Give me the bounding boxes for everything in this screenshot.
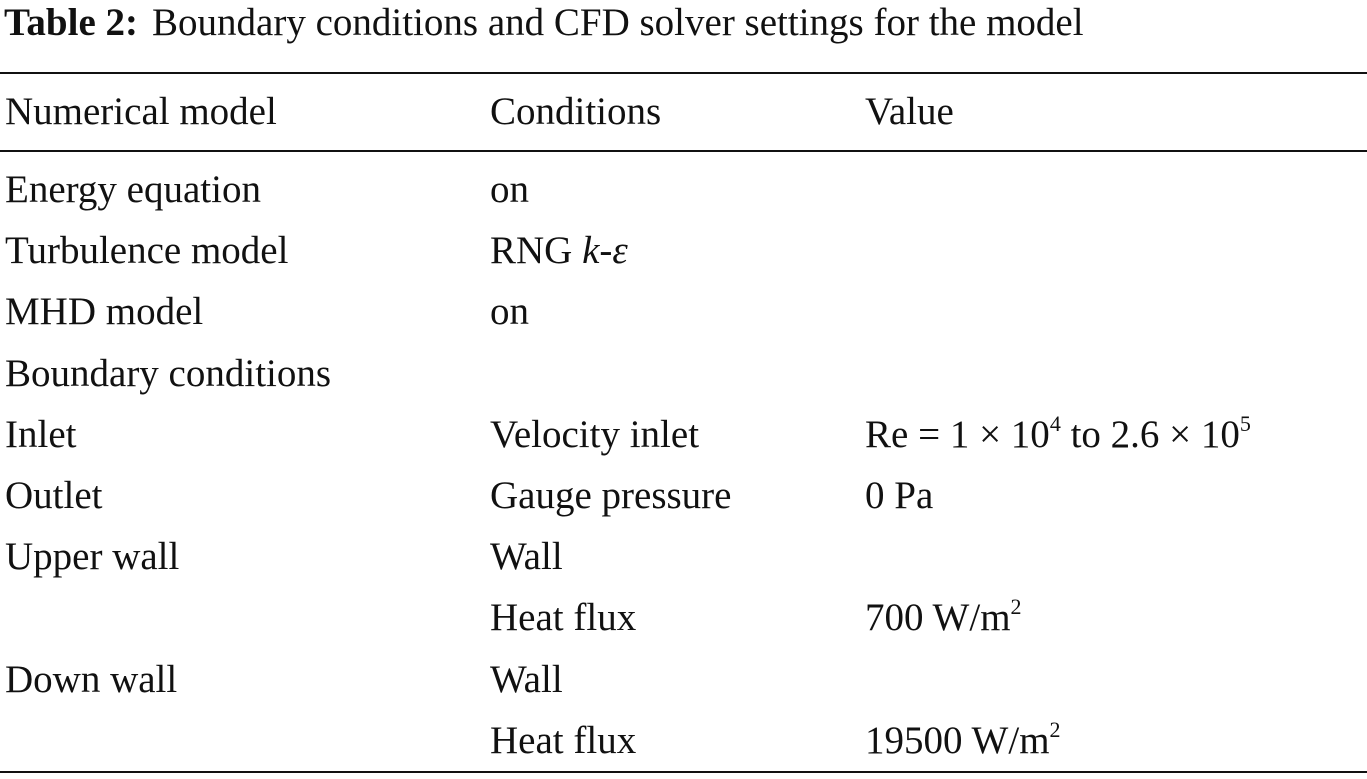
table-cell: MHD model — [5, 290, 204, 334]
header-row: Numerical model Conditions Value — [0, 90, 1367, 134]
table-cell: Value — [865, 90, 954, 133]
cell-text-run: ε — [612, 229, 628, 273]
table-row: Down wall Wall — [0, 658, 1367, 702]
table-title: Boundary conditions and CFD solver setti… — [152, 1, 1084, 44]
table-cell: Outlet — [5, 474, 103, 517]
table-cell: Gauge pressure — [490, 474, 732, 517]
table-cell: RNG k-ε — [490, 229, 628, 273]
table-cell: on — [490, 290, 529, 334]
table-row: MHD model on — [0, 290, 1367, 334]
cell-text-run: - — [599, 229, 613, 273]
table-cell: 19500 W/m2 — [865, 716, 1061, 763]
table-cell: Boundary conditions — [5, 351, 332, 395]
table-cell: Numerical model — [5, 90, 277, 133]
cell-text-run: Re = 1 × 10 — [865, 412, 1050, 456]
table-cell: Heat flux — [490, 718, 637, 762]
table-label: Table 2: — [4, 1, 139, 44]
header-rule — [0, 150, 1367, 152]
table-cell: Upper wall — [5, 535, 180, 579]
table-cell: Conditions — [490, 90, 662, 133]
table-caption: Table 2: Boundary conditions and CFD solv… — [4, 0, 1084, 46]
cell-text-run: 5 — [1239, 410, 1251, 436]
table-cell: Turbulence model — [5, 229, 289, 273]
table-cell: Wall — [490, 535, 563, 579]
cell-text-run: 4 — [1049, 410, 1061, 436]
table-row: Heat flux 700 W/m2 — [0, 596, 1367, 640]
bottom-rule — [0, 771, 1367, 773]
table-cell: Down wall — [5, 657, 178, 701]
cell-text-run: RNG — [490, 229, 583, 273]
table-row: Boundary conditions — [0, 352, 1367, 396]
table-row: Upper wall Wall — [0, 535, 1367, 579]
table-row: Inlet Velocity inlet Re = 1 × 104 to 2.6 ×… — [0, 410, 1367, 457]
table-cell: Heat flux — [490, 596, 637, 640]
table-row: Outlet Gauge pressure 0 Pa — [0, 474, 1367, 518]
table-cell: Energy equation — [5, 168, 261, 211]
table-row: Energy equation on — [0, 168, 1367, 212]
table-cell: Re = 1 × 104 to 2.6 × 105 — [865, 410, 1251, 457]
table-cell: on — [490, 168, 529, 211]
table-cell: 700 W/m2 — [865, 596, 1022, 640]
table-cell: Wall — [490, 657, 563, 701]
table-row: Heat flux 19500 W/m2 — [0, 716, 1367, 763]
table-cell: Inlet — [5, 412, 77, 456]
cell-text-run: 700 W/m — [865, 596, 1011, 640]
table-row: Turbulence model RNG k-ε — [0, 229, 1367, 273]
cell-text-run: 2 — [1010, 594, 1022, 620]
top-rule — [0, 72, 1367, 74]
cell-text-run: 19500 W/m — [865, 718, 1050, 762]
cell-text-run: 2 — [1049, 716, 1061, 742]
cell-text-run: to 2.6 × 10 — [1060, 412, 1240, 456]
table-cell: Velocity inlet — [490, 412, 700, 456]
cell-text-run: k — [582, 229, 600, 273]
table-cell: 0 Pa — [865, 474, 934, 517]
